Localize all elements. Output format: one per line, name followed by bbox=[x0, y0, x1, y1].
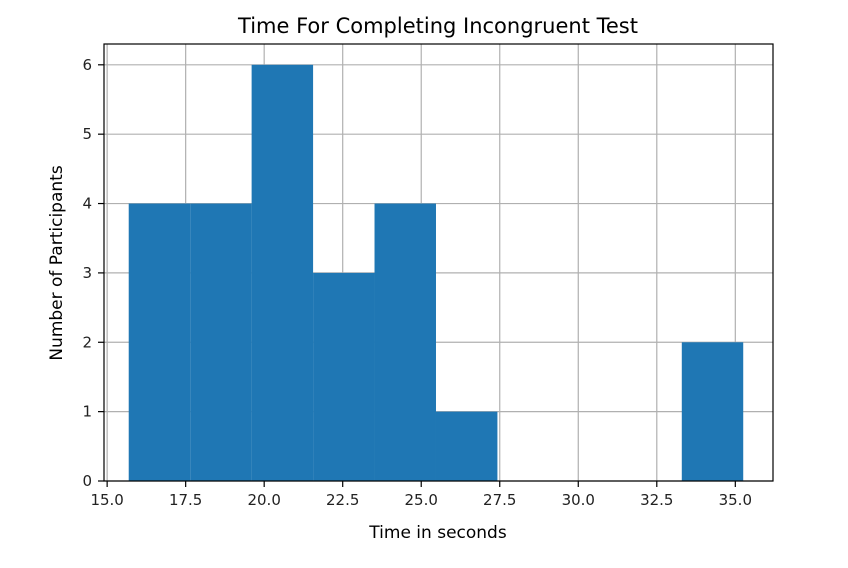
ticks-layer: 15.0 17.5 20.0 22.5 25.0 27.5 30.0 32.5 35.0 0 1 2 3… bbox=[82, 56, 752, 509]
y-tick-label: 5 bbox=[82, 125, 92, 143]
x-tick-label: 30.0 bbox=[562, 491, 595, 509]
x-tick-label: 20.0 bbox=[247, 491, 280, 509]
histogram-bar bbox=[313, 272, 375, 481]
plot-frame bbox=[103, 43, 774, 482]
histogram-bar bbox=[681, 342, 744, 481]
x-tick-label: 15.0 bbox=[90, 491, 123, 509]
histogram-bar bbox=[374, 203, 436, 482]
x-tick-label: 32.5 bbox=[640, 491, 673, 509]
y-tick-label: 1 bbox=[82, 403, 92, 421]
x-tick-label: 22.5 bbox=[326, 491, 359, 509]
x-tick-label: 25.0 bbox=[405, 491, 438, 509]
y-axis-label: Number of Participants bbox=[47, 165, 67, 360]
bars-layer bbox=[128, 64, 744, 482]
x-tick-label: 27.5 bbox=[483, 491, 516, 509]
x-tick-label: 35.0 bbox=[719, 491, 752, 509]
histogram-bar bbox=[251, 64, 314, 482]
y-tick-label: 3 bbox=[82, 264, 92, 282]
histogram-bar bbox=[128, 203, 191, 482]
y-tick-label: 2 bbox=[82, 333, 92, 351]
histogram-bar bbox=[435, 411, 498, 481]
y-tick-label: 4 bbox=[82, 195, 92, 213]
histogram-bar bbox=[190, 203, 252, 482]
chart-title: Time For Completing Incongruent Test bbox=[237, 14, 638, 38]
x-tick-label: 17.5 bbox=[169, 491, 202, 509]
y-tick-label: 6 bbox=[82, 56, 92, 74]
y-tick-label: 0 bbox=[82, 472, 92, 490]
x-axis-label: Time in seconds bbox=[368, 523, 507, 543]
